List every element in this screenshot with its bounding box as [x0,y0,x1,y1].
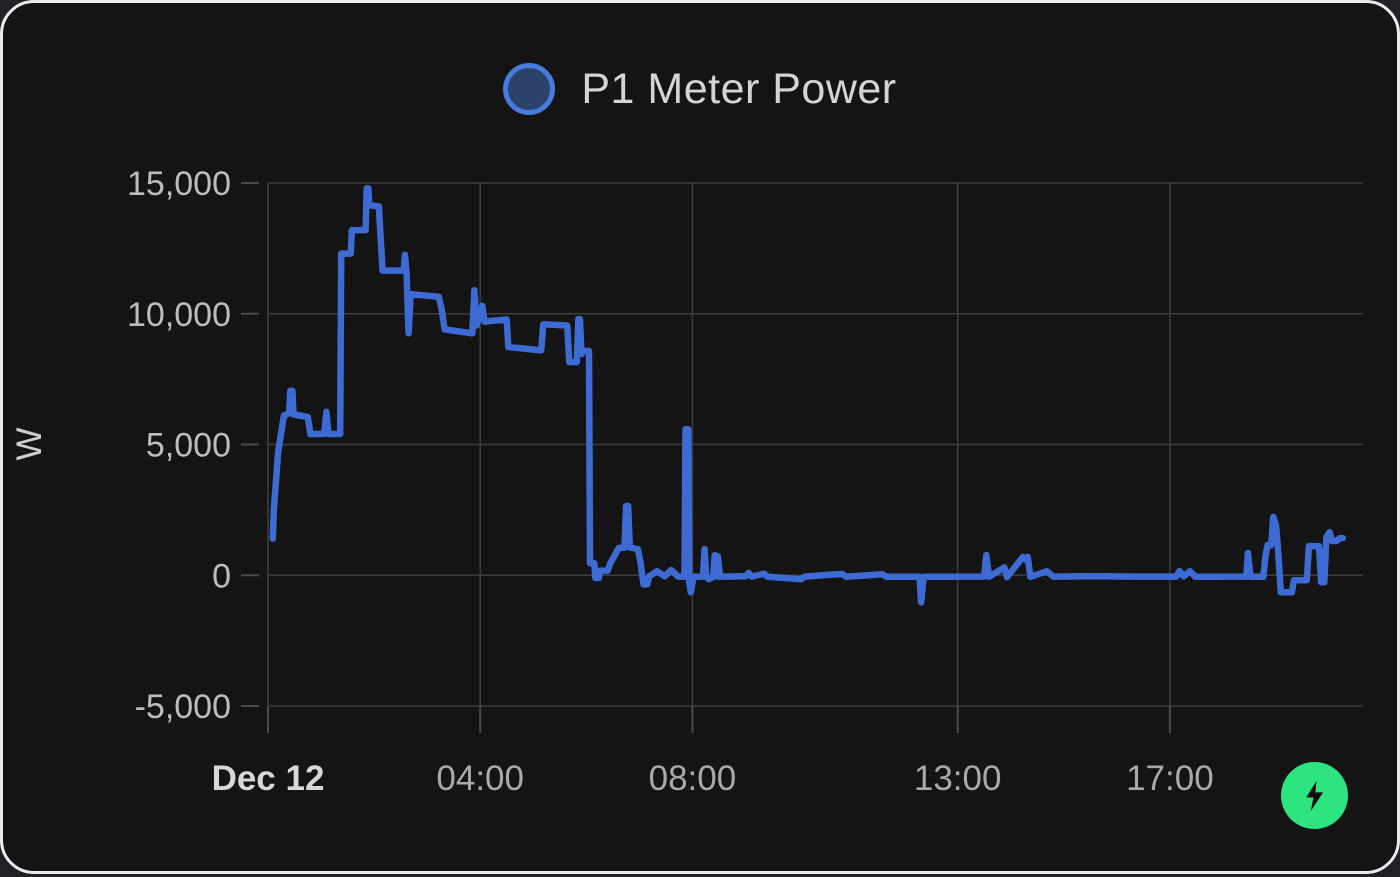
y-axis-label: 5,000 [146,427,231,465]
series-line-p1-meter-power [273,188,1343,602]
y-axis-label: 10,000 [127,296,231,334]
lightning-bolt-icon [1297,778,1333,814]
x-axis-label: Dec 12 [212,759,325,798]
y-axis-label: -5,000 [135,688,231,726]
chart-canvas[interactable]: 15,000 10,000 5,000 0 -5,000 Dec 12 04:00 08:00… [3,3,1400,877]
y-axis-label: 15,000 [127,165,231,203]
energy-button[interactable] [1281,762,1348,829]
x-axis-label: 13:00 [914,759,1002,798]
y-axis-label: 0 [212,557,231,595]
x-axis-label: 08:00 [649,759,737,798]
x-axis-label: 04:00 [436,759,524,798]
y-axis-name: W [10,427,49,460]
x-axis-label: 17:00 [1126,759,1214,798]
